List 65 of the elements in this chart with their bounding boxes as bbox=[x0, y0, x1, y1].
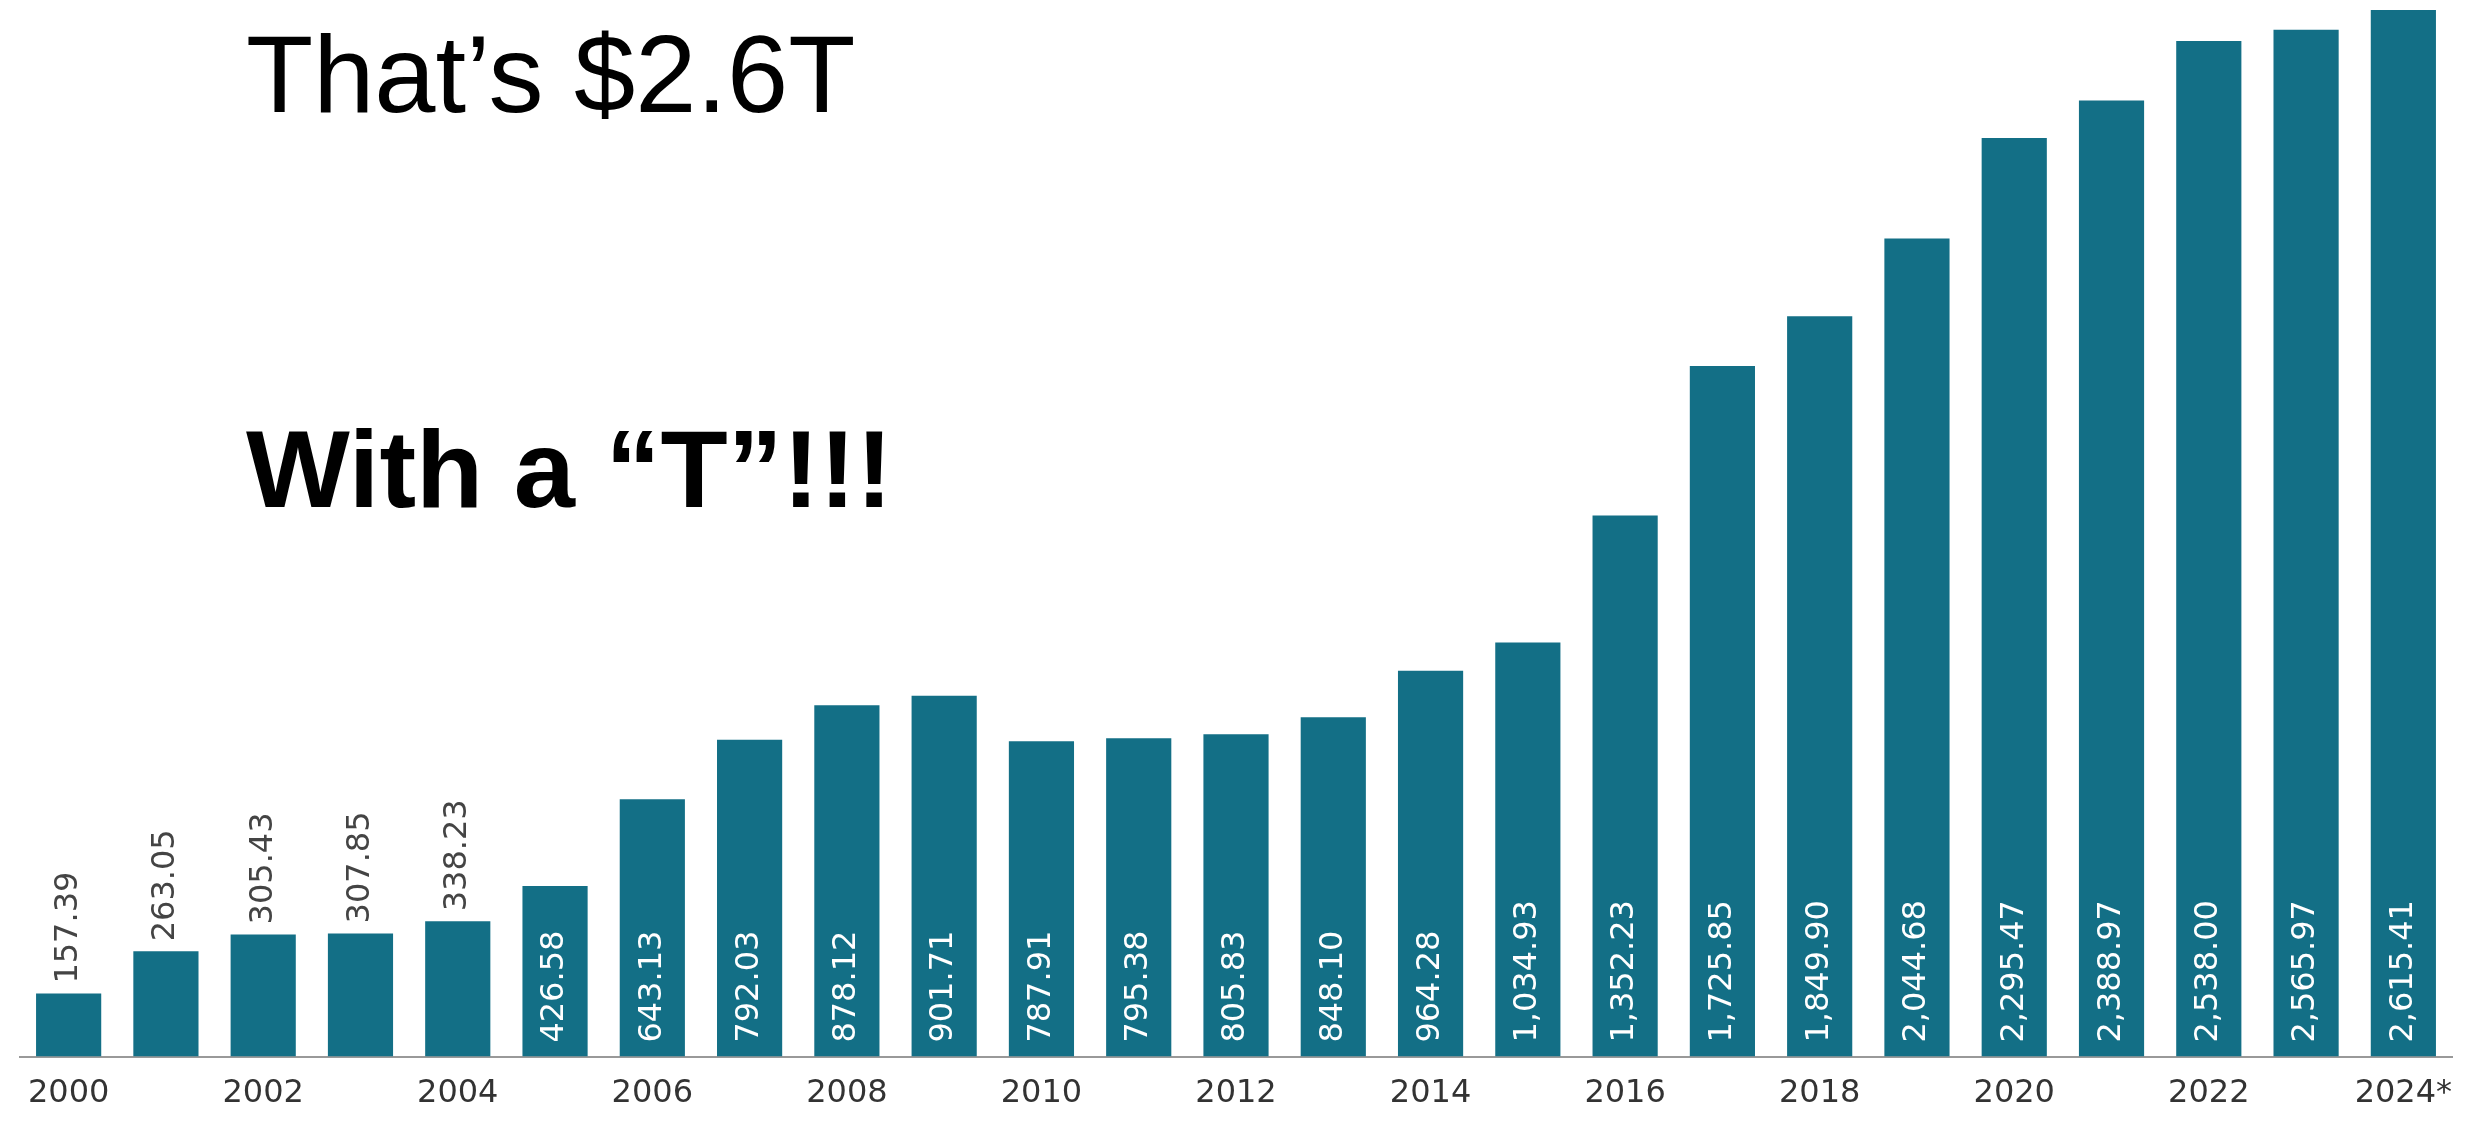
x-tick-label: 2008 bbox=[806, 1072, 888, 1111]
x-tick-label: 2016 bbox=[1584, 1072, 1666, 1111]
data-label: 305.43 bbox=[241, 812, 280, 925]
bar bbox=[2273, 29, 2339, 1057]
bar bbox=[1203, 734, 1269, 1057]
bar bbox=[230, 934, 296, 1057]
data-label: 426.58 bbox=[533, 930, 572, 1043]
x-tick-label: 2020 bbox=[1973, 1072, 2055, 1111]
x-tick-label: 2002 bbox=[222, 1072, 304, 1111]
data-label: 1,725.85 bbox=[1700, 900, 1739, 1043]
data-label: 878.12 bbox=[825, 930, 864, 1043]
x-tick-label: 2024* bbox=[2354, 1072, 2453, 1111]
data-label: 901.71 bbox=[922, 930, 961, 1043]
data-label: 2,565.97 bbox=[2284, 900, 2323, 1043]
bar bbox=[911, 695, 977, 1057]
bar bbox=[1884, 238, 1950, 1057]
data-label: 787.91 bbox=[1019, 930, 1058, 1043]
bar bbox=[1008, 741, 1075, 1057]
data-label: 307.85 bbox=[338, 811, 377, 924]
bar bbox=[327, 933, 394, 1057]
x-tick-label: 2010 bbox=[1000, 1072, 1083, 1111]
bar bbox=[717, 739, 783, 1057]
data-label: 1,034.93 bbox=[1506, 900, 1545, 1043]
bar bbox=[1787, 316, 1853, 1057]
data-label: 792.03 bbox=[727, 930, 766, 1043]
chart-title: That’s $2.6T bbox=[246, 11, 856, 137]
x-tick-label: 2000 bbox=[27, 1072, 110, 1111]
data-label: 2,538.00 bbox=[2187, 900, 2226, 1043]
bar bbox=[36, 993, 102, 1057]
bar bbox=[2176, 40, 2242, 1057]
bar bbox=[1495, 642, 1561, 1057]
data-label: 157.39 bbox=[46, 871, 85, 984]
x-tick-label: 2022 bbox=[2168, 1072, 2250, 1111]
bar bbox=[522, 885, 588, 1057]
bar bbox=[1592, 515, 1658, 1057]
x-tick-label: 2014 bbox=[1389, 1072, 1472, 1111]
data-label: 805.83 bbox=[1214, 930, 1253, 1043]
data-label: 2,295.47 bbox=[1992, 900, 2031, 1043]
text: With a “T”!!! bbox=[246, 406, 893, 532]
data-label: 964.28 bbox=[1408, 930, 1447, 1043]
data-label: 643.13 bbox=[630, 930, 669, 1043]
x-tick-label: 2018 bbox=[1778, 1072, 1861, 1111]
data-label: 795.38 bbox=[1117, 930, 1156, 1043]
bar bbox=[2078, 100, 2145, 1057]
bar bbox=[1689, 365, 1755, 1057]
data-label: 1,352.23 bbox=[1603, 900, 1642, 1043]
bar bbox=[2370, 10, 2436, 1057]
bar bbox=[1981, 138, 2047, 1057]
bar bbox=[619, 799, 685, 1057]
data-label: 848.10 bbox=[1311, 930, 1350, 1043]
bar bbox=[1300, 717, 1366, 1057]
bar bbox=[133, 951, 199, 1057]
data-label: 2,044.68 bbox=[1895, 900, 1934, 1043]
data-label: 263.05 bbox=[144, 829, 183, 942]
data-label: 338.23 bbox=[436, 799, 475, 912]
data-label: 2,615.41 bbox=[2381, 900, 2420, 1043]
bar bbox=[425, 921, 491, 1057]
x-tick-label: 2004 bbox=[417, 1072, 499, 1111]
data-label: 2,388.97 bbox=[2089, 900, 2128, 1043]
x-tick-label: 2006 bbox=[611, 1072, 694, 1111]
bar bbox=[1106, 738, 1172, 1057]
data-label: 1,849.90 bbox=[1797, 900, 1836, 1043]
bar bbox=[814, 705, 880, 1057]
x-tick-label: 2012 bbox=[1195, 1072, 1277, 1111]
bar bbox=[1397, 670, 1464, 1057]
